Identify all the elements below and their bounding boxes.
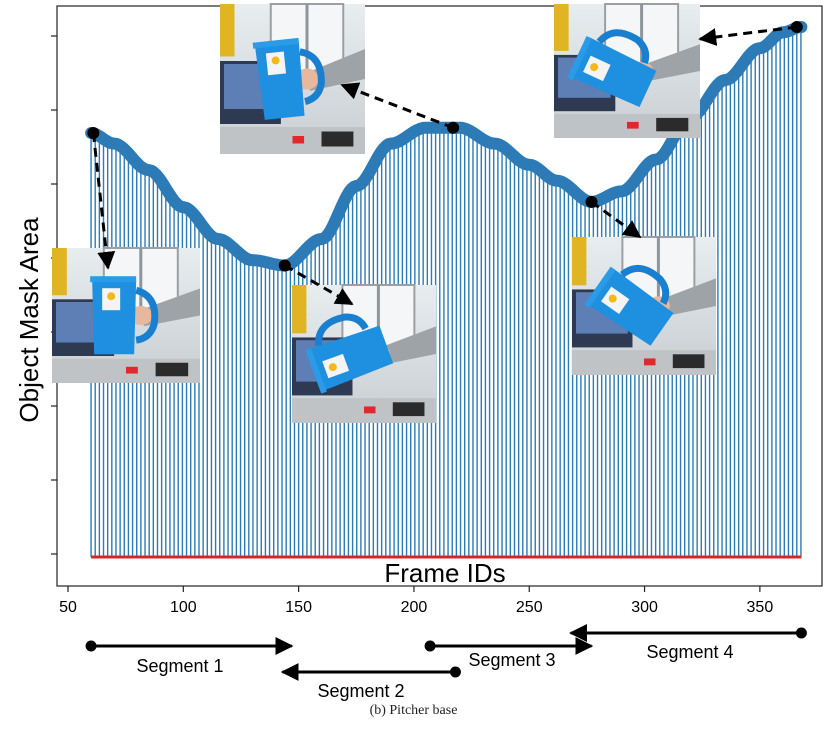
y-axis-label: Object Mask Area	[14, 217, 44, 423]
keyframe-markers	[87, 21, 803, 306]
keyframe-arrow	[698, 25, 797, 46]
x-tick-label: 300	[631, 599, 658, 616]
keyframe-dot	[278, 259, 291, 272]
keyframe-arrow	[284, 264, 354, 306]
x-tick-label: 250	[516, 599, 543, 616]
x-tick-label: 350	[747, 599, 774, 616]
keyframe-arrow	[91, 132, 116, 270]
keyframe-dot	[790, 21, 803, 33]
keyframe-dot	[585, 195, 598, 208]
pitcher	[305, 313, 394, 394]
frame-thumbnail	[572, 236, 716, 375]
figure-caption: (b) Pitcher base	[369, 703, 458, 718]
pitcher	[252, 37, 325, 120]
frame-thumbnail	[220, 3, 365, 154]
segment-start-dot	[85, 640, 97, 652]
segment: Segment 3	[424, 637, 594, 670]
segment-label: Segment 3	[468, 650, 555, 670]
frame-thumbnail	[554, 3, 700, 138]
frame-thumbnail	[52, 247, 200, 383]
segment: Segment 2	[280, 663, 461, 701]
x-tick-label: 50	[59, 599, 77, 616]
frame-thumbnails	[52, 3, 716, 423]
segment-start-dot	[449, 666, 461, 678]
x-tick-label: 200	[401, 599, 428, 616]
pitcher	[90, 276, 159, 355]
keyframe-dot	[447, 121, 460, 134]
keyframe-arrow	[340, 82, 454, 130]
segments: Segment 1 Segment 2 Segment 3 Segment 4	[85, 624, 807, 701]
x-tick-label: 150	[285, 599, 312, 616]
pitcher	[567, 29, 657, 108]
segment: Segment 4	[568, 624, 807, 662]
segment-label: Segment 4	[646, 642, 733, 662]
keyframe-arrow	[590, 200, 642, 239]
x-tick-label: 100	[170, 599, 197, 616]
x-axis-label: Frame IDs	[384, 558, 505, 588]
segment: Segment 1	[85, 637, 294, 676]
keyframe-dot	[87, 127, 100, 139]
segment-label: Segment 2	[317, 681, 404, 701]
segment-label: Segment 1	[136, 656, 223, 676]
frame-thumbnail	[292, 284, 436, 423]
segment-start-dot	[795, 627, 807, 639]
segment-start-dot	[424, 640, 436, 652]
pitcher	[584, 265, 674, 346]
x-axis-ticks: 50 100 150 200 250 300 350	[59, 586, 773, 616]
